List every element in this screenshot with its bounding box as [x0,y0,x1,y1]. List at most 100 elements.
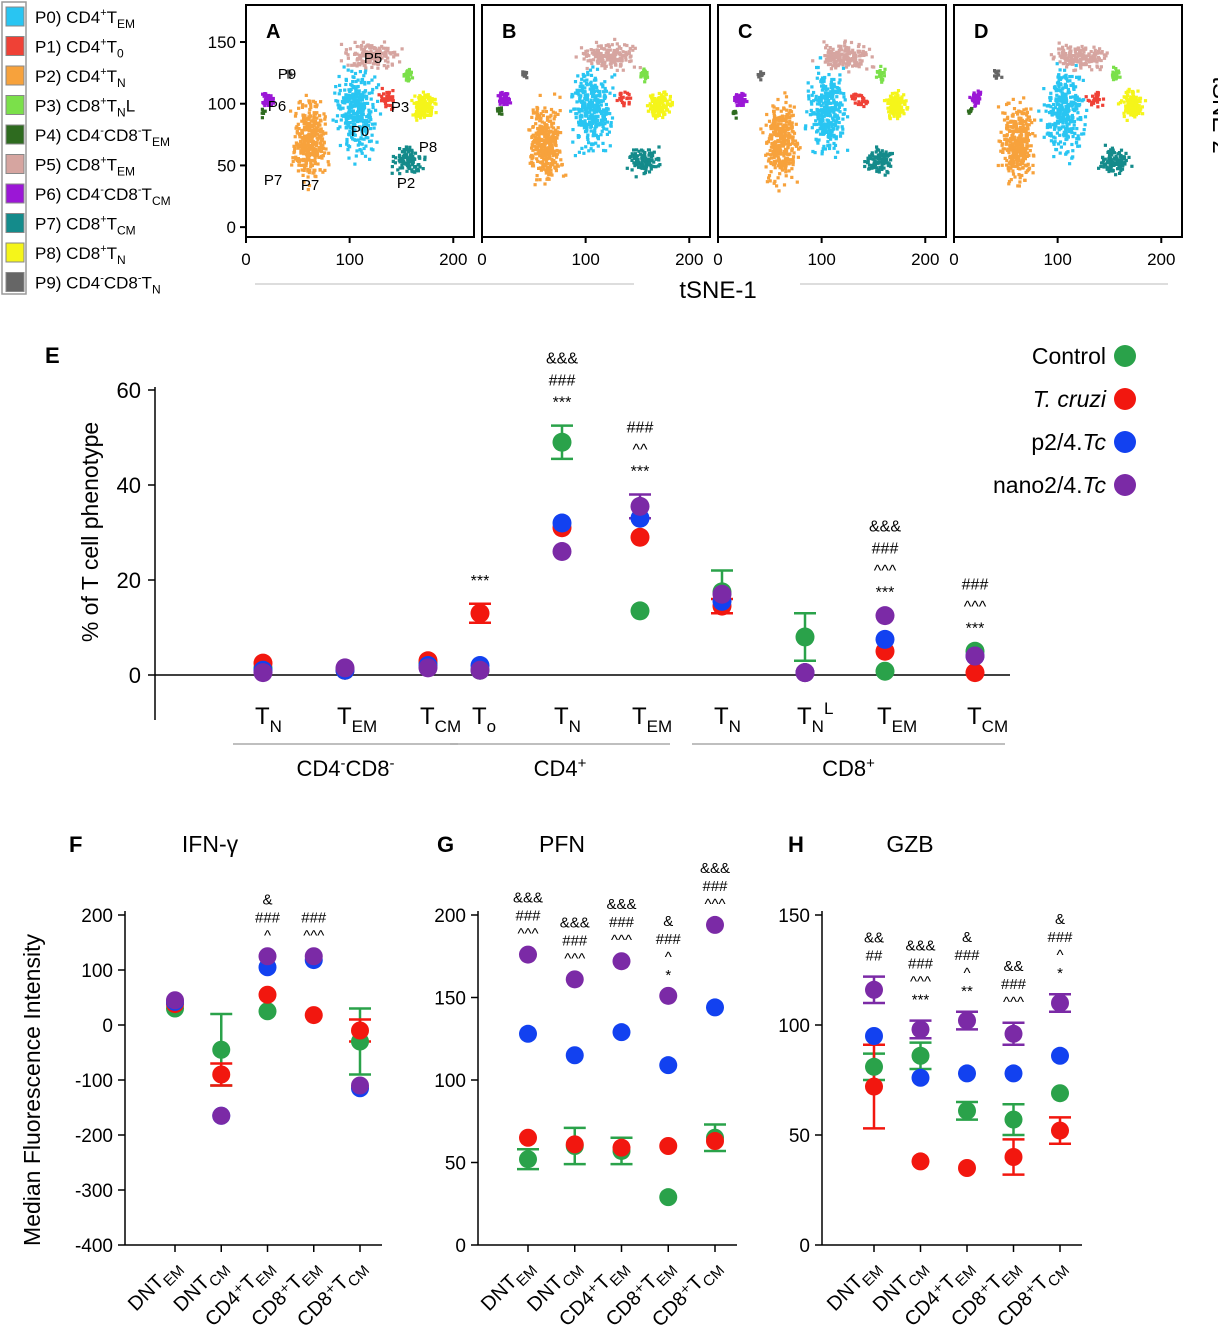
tsne-point [898,101,901,104]
data-point-nano24tc [713,585,732,604]
tsne-point [358,117,361,120]
tsne-point [773,114,776,117]
tsne-point [373,127,376,130]
tsne-point [1031,132,1034,135]
tsne-point [608,45,611,48]
tsne-point [810,109,813,112]
tsne-point [289,110,292,113]
tsne-y-tick-label: 0 [227,218,236,237]
tsne-point [357,105,360,108]
tsne-point [897,89,900,92]
tsne-point [817,72,820,75]
tsne-point [644,168,647,171]
tsne-x-axis-title: tSNE-1 [679,277,756,304]
tsne-point [573,107,576,110]
tsne-point [828,63,831,66]
tsne-point [1136,99,1139,102]
tsne-point [838,54,841,57]
tsne-point [542,150,545,153]
tsne-point [300,164,303,167]
data-point-nano24tc [471,661,490,680]
tsne-point [408,156,411,159]
tsne-point [783,150,786,153]
tsne-point [837,45,840,48]
tsne-point [384,47,387,50]
panel-e-category-label: TN [255,703,282,736]
tsne-point [1015,130,1018,133]
tsne-y-tick-label: 150 [208,33,236,52]
tsne-point [500,106,503,109]
tsne-point [524,72,527,75]
tsne-point [582,75,585,78]
tsne-point [1057,74,1060,77]
tsne-point [416,113,419,116]
tsne-point [1136,105,1139,108]
tsne-point [816,108,819,111]
tsne-point [1001,111,1004,114]
tsne-point [360,106,363,109]
tsne-point [629,47,632,50]
tsne-point [1017,173,1020,176]
tsne-point [795,123,798,126]
tsne-point [596,68,599,71]
tsne-point [886,171,889,174]
tsne-point [635,148,638,151]
tsne-point [614,53,617,56]
tsne-point [358,54,361,57]
tsne-point [303,167,306,170]
tsne-point [320,139,323,142]
tsne-point [410,99,413,102]
tsne-point [1082,62,1085,65]
tsne-point [823,54,826,57]
tsne-point [1009,140,1012,143]
tsne-point [883,74,886,77]
tsne-point [589,126,592,129]
tsne-point [1023,130,1026,133]
tsne-point [1058,108,1061,111]
panel-e-significance: ^^ [632,442,648,459]
tsne-point [1073,124,1076,127]
tsne-y-tick-label: 100 [208,95,236,114]
tsne-point [828,144,831,147]
tsne-cluster-label: P9 [278,66,296,83]
tsne-point [340,43,343,46]
tsne-point [1063,142,1066,145]
tsne-point [297,123,300,126]
tsne-point [626,167,629,170]
tsne-point [765,124,768,127]
tsne-point [1119,154,1122,157]
tsne-point [350,104,353,107]
tsne-point [804,124,807,127]
tsne-point [906,108,909,111]
tsne-point [839,135,842,138]
legend-swatch-5 [6,155,24,174]
legend-swatch-4 [6,125,24,144]
tsne-point [757,75,760,78]
tsne-point [616,42,619,45]
tsne-point [542,110,545,113]
tsne-point [1094,49,1097,52]
tsne-point [784,101,787,104]
tsne-point [815,123,818,126]
tsne-point [777,189,780,192]
tsne-x-tick-label: 100 [335,250,363,269]
tsne-point [974,98,977,101]
tsne-point [294,135,297,138]
tsne-point [1026,111,1029,114]
data-point-tcruzi [966,663,985,682]
tsne-point [521,73,524,76]
tsne-point [1123,101,1126,104]
panel-e-significance: *** [966,620,985,637]
tsne-point [774,166,777,169]
legend-label-4: P4) CD4-CD8-TEM [35,125,170,149]
tsne-point [315,144,318,147]
tsne-point [421,112,424,115]
tsne-point [1123,95,1126,98]
tsne-point [605,110,608,113]
tsne-point [589,82,592,85]
tsne-point [1026,127,1029,130]
tsne-point [650,152,653,155]
tsne-point [372,106,375,109]
tsne-point [310,159,313,162]
tsne-point [854,102,857,105]
